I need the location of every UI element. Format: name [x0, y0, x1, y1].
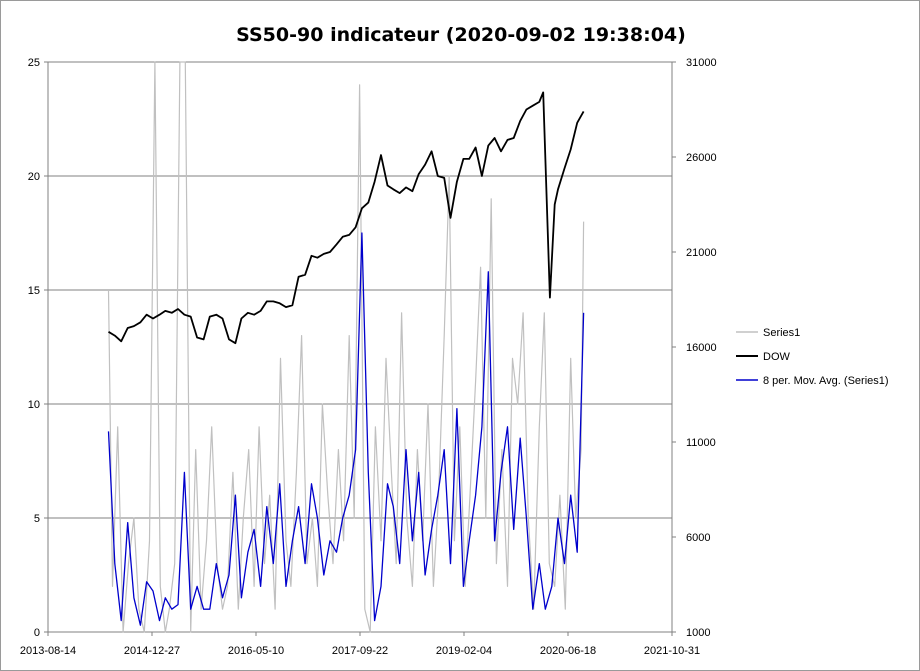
- x-tick-label: 2013-08-14: [20, 645, 76, 657]
- right-tick-label: 11000: [686, 437, 716, 449]
- series-line-0: [107, 61, 585, 633]
- right-tick-label: 26000: [686, 152, 717, 164]
- series-line-2: [107, 232, 585, 626]
- right-tick-label: 16000: [686, 342, 717, 354]
- x-tick-label: 2019-02-04: [436, 645, 492, 657]
- left-tick-label: 20: [28, 171, 40, 183]
- right-tick-label: 21000: [686, 247, 717, 259]
- x-tick-label: 2020-06-18: [540, 645, 596, 657]
- x-tick-label: 2017-09-22: [332, 645, 388, 657]
- left-axis: 0 5 10 15 20 25: [28, 57, 48, 639]
- left-tick-label: 15: [28, 285, 40, 297]
- right-tick-label: 31000: [686, 57, 717, 69]
- x-tick-label: 2016-05-10: [228, 645, 284, 657]
- right-tick-label: 1000: [686, 627, 710, 639]
- series-layer: [107, 61, 585, 633]
- legend: Series1 DOW 8 per. Mov. Avg. (Series1): [736, 327, 889, 387]
- left-tick-label: 0: [34, 627, 40, 639]
- x-tick-label: 2014-12-27: [124, 645, 180, 657]
- left-tick-label: 25: [28, 57, 40, 69]
- legend-label: DOW: [763, 351, 791, 363]
- legend-label: 8 per. Mov. Avg. (Series1): [763, 375, 889, 387]
- x-tick-label: 2021-10-31: [644, 645, 700, 657]
- chart-title: SS50-90 indicateur (2020-09-02 19:38:04): [236, 24, 686, 46]
- right-tick-label: 6000: [686, 532, 710, 544]
- gridlines: [48, 175, 672, 519]
- legend-label: Series1: [763, 327, 800, 339]
- left-tick-label: 10: [28, 399, 40, 411]
- series-line-1: [108, 91, 585, 345]
- x-axis: 2013-08-14 2014-12-27 2016-05-10 2017-09-22…: [20, 632, 700, 657]
- right-axis: 1000 6000 11000 16000 21000 26000 31000: [672, 57, 717, 639]
- left-tick-label: 5: [34, 513, 40, 525]
